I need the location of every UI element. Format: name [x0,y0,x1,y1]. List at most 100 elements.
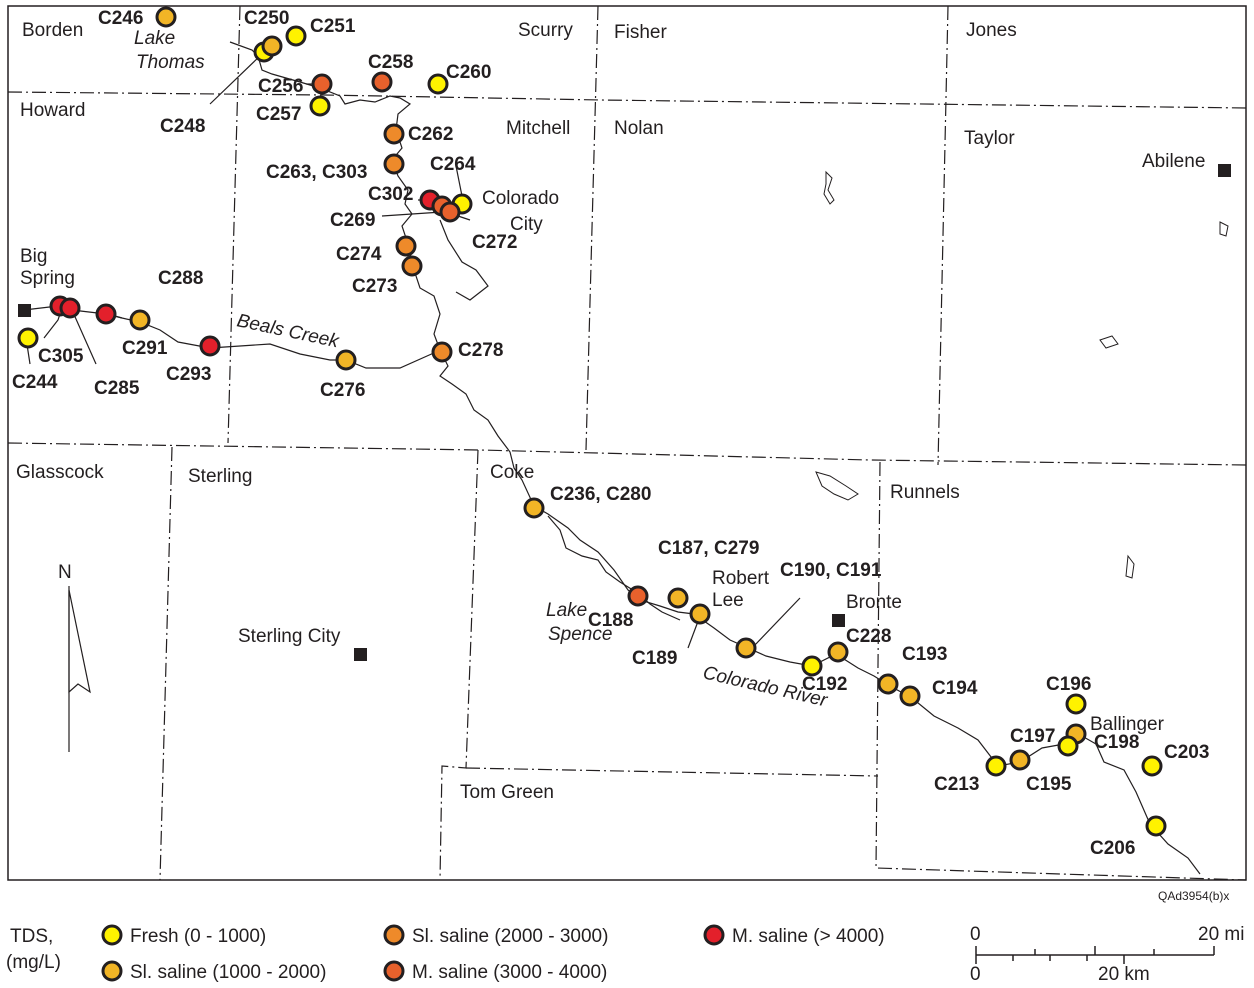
legend-label-m-saline-2: M. saline (> 4000) [732,926,885,947]
site-c250 [261,35,283,57]
site-c192 [801,655,823,677]
site-c291 [129,309,151,331]
county-label-coke: Coke [490,462,534,483]
site-label-c273: C273 [352,276,397,297]
site-label-c264: C264 [430,154,476,175]
lake-spence-shore [547,515,681,621]
legend-label-sl-saline-1: Sl. saline (1000 - 2000) [130,962,326,983]
site-c190-c191 [735,637,757,659]
legend: TDS, (mg/L) Fresh (0 - 1000) Sl. saline … [6,924,885,983]
site-label-c288: C288 [158,268,203,289]
legend-swatch-m-saline-1 [383,960,405,982]
site-label-c272: C272 [472,232,517,253]
site-c187-c279 [667,587,689,609]
site-labels: C246 C250 C251 C248 C256 C257 C258 C260 … [12,8,1209,859]
site-label-c228: C228 [846,626,891,647]
bronte-marker [832,614,845,627]
site-c198 [1057,735,1079,757]
colorado-river [229,41,1201,875]
site-label-c188: C188 [588,610,633,631]
site-c194 [899,685,921,707]
big-spring-marker [18,304,31,317]
site-label-c206: C206 [1090,838,1135,859]
site-label-c269: C269 [330,210,375,231]
site-label-c258: C258 [368,52,413,73]
site-label-c305: C305 [38,346,84,367]
county-label-sterling: Sterling [188,466,252,487]
legend-label-sl-saline-2: Sl. saline (2000 - 3000) [412,926,608,947]
site-c236-c280 [523,497,545,519]
county-label-runnels: Runnels [890,482,960,503]
site-label-c285: C285 [94,378,140,399]
site-label-c262: C262 [408,124,453,145]
site-label-c274: C274 [336,244,382,265]
site-c293 [199,335,221,357]
site-label-c244: C244 [12,372,58,393]
site-c273 [401,255,423,277]
site-c206 [1145,815,1167,837]
site-label-c194: C194 [932,678,978,699]
site-c188 [627,585,649,607]
site-label-c203: C203 [1164,742,1209,763]
site-c256 [311,73,333,95]
site-label-c198: C198 [1094,732,1139,753]
site-c244 [17,327,39,349]
place-label-sterling-city: Sterling City [238,626,341,647]
site-c274 [395,235,417,257]
site-c263-c303 [383,153,405,175]
rivers [23,41,1201,875]
places: Abilene Colorado City Big Spring Sterlin… [18,151,1231,735]
place-label-city: City [510,214,543,235]
abilene-marker [1218,164,1231,177]
water-label-spence: Spence [548,624,612,645]
site-c251 [285,25,307,47]
place-label-spring: Spring [20,268,75,289]
site-label-c192: C192 [802,674,847,695]
county-label-scurry: Scurry [518,20,573,41]
site-c262 [383,123,405,145]
site-label-c260: C260 [446,62,491,83]
water-label-thomas: Thomas [136,52,205,73]
legend-swatch-fresh [101,924,123,946]
county-label-taylor: Taylor [964,128,1015,149]
site-c276 [335,349,357,371]
site-label-c193: C193 [902,644,947,665]
place-label-lee: Lee [712,590,744,611]
scale-mi-zero: 0 [970,924,981,945]
site-c278 [431,341,453,363]
site-c196 [1065,693,1087,715]
site-label-c302: C302 [368,184,413,205]
site-c228 [827,641,849,663]
north-label: N [58,562,72,583]
place-label-big: Big [20,246,47,267]
county-label-nolan: Nolan [614,118,664,139]
site-label-c251: C251 [310,16,356,37]
beals-creek [23,305,437,369]
site-c288 [95,303,117,325]
legend-label-m-saline-1: M. saline (3000 - 4000) [412,962,607,983]
site-label-c248: C248 [160,116,205,137]
site-c272 [439,201,461,223]
scale-mi-label: 20 mi [1198,924,1244,945]
water-label-lake-2: Lake [546,600,587,621]
county-boundaries [7,5,1247,881]
site-label-c189: C189 [632,648,677,669]
north-arrow: N [58,562,91,752]
site-label-c250: C250 [244,8,289,29]
site-label-c187-c279: C187, C279 [658,538,759,559]
place-label-colorado: Colorado [482,188,559,209]
site-c246 [155,6,177,28]
site-c193 [877,673,899,695]
legend-swatch-sl-saline-2 [383,924,405,946]
place-label-bronte: Bronte [846,592,902,613]
site-c285 [59,297,81,319]
tributary-mitchell [439,219,489,301]
site-c258 [371,71,393,93]
water-label-beals-creek: Beals Creek [235,310,342,352]
place-label-abilene: Abilene [1142,151,1205,172]
legend-title-line2: (mg/L) [6,952,61,973]
place-label-ballinger: Ballinger [1090,714,1165,735]
county-labels: Borden Scurry Fisher Jones Howard Mitche… [16,20,1017,803]
legend-swatch-m-saline-2 [703,924,725,946]
figure-id: QAd3954(b)x [1158,889,1229,903]
